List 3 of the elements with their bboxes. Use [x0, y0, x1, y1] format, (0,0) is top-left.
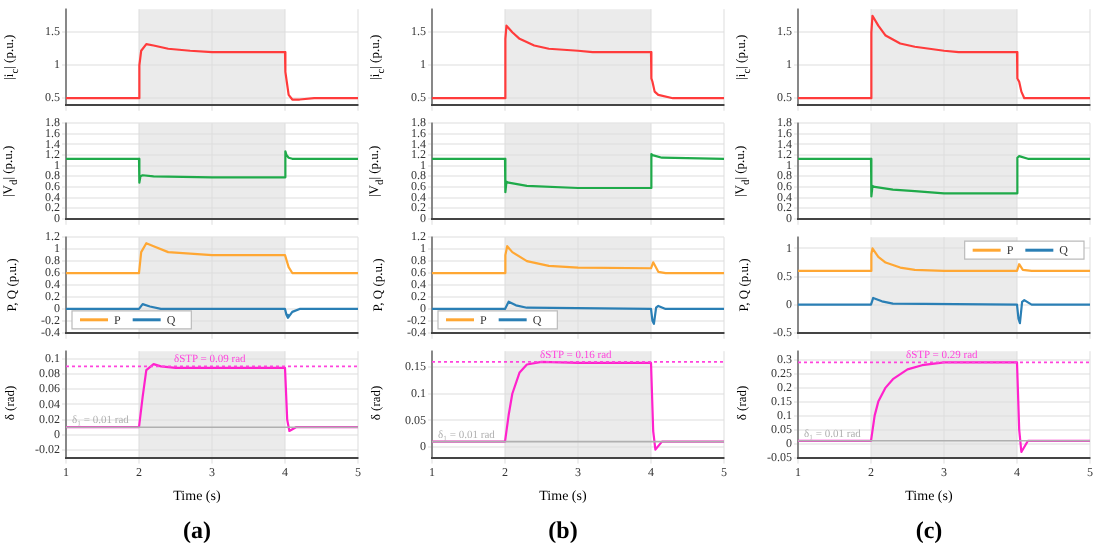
text: (a)	[181, 514, 213, 548]
text: (b)	[546, 514, 580, 548]
text: (c)	[913, 514, 945, 548]
